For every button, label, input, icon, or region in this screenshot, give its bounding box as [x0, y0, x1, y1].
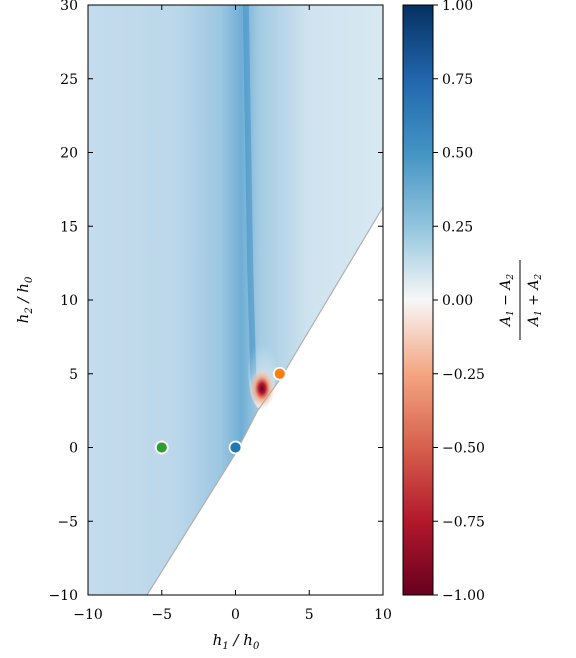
- svg-text:−10: −10: [73, 607, 103, 623]
- colorbar-label: A1 − A2 A1 + A2: [498, 260, 544, 340]
- y-axis-ticks: −10 −5 0 5 10 15 20 25 30: [48, 0, 383, 604]
- x-tick: 0: [231, 5, 240, 623]
- marker-point-2: [154, 440, 169, 455]
- colorbar-tick: 0.25: [433, 219, 473, 235]
- colorbar-tick: −1.00: [433, 588, 485, 604]
- y-tick: 20: [60, 146, 383, 162]
- svg-text:0.00: 0.00: [442, 293, 473, 309]
- y-axis-label: h2 / h0: [14, 276, 35, 323]
- svg-text:0: 0: [231, 607, 240, 623]
- svg-text:0: 0: [69, 441, 78, 457]
- svg-text:−0.25: −0.25: [442, 367, 485, 383]
- x-axis-ticks: −10 −5 0 5 10: [73, 5, 392, 623]
- y-tick: 0: [69, 441, 383, 457]
- svg-text:A1 − A2: A1 − A2: [498, 274, 516, 329]
- colorbar-tick: 1.00: [433, 0, 473, 14]
- marker-point-0: [228, 440, 243, 455]
- svg-text:−0.75: −0.75: [442, 514, 485, 530]
- colorbar-tick: 0.75: [433, 72, 473, 88]
- svg-text:0.25: 0.25: [442, 219, 473, 235]
- y-tick: −10: [48, 588, 383, 604]
- svg-text:15: 15: [60, 219, 78, 235]
- y-tick: 5: [69, 367, 383, 383]
- colorbar-tick: 0.00: [433, 293, 473, 309]
- svg-text:20: 20: [60, 146, 78, 162]
- x-tick: −10: [73, 5, 103, 623]
- x-tick: −5: [151, 5, 172, 623]
- svg-text:5: 5: [69, 367, 78, 383]
- y-tick: 30: [60, 0, 383, 14]
- svg-text:1.00: 1.00: [442, 0, 473, 14]
- y-tick: 15: [60, 219, 383, 235]
- svg-text:A1 + A2: A1 + A2: [526, 274, 544, 329]
- svg-text:−5: −5: [151, 607, 172, 623]
- valid-region-boundary: [146, 206, 383, 595]
- colorbar: 1.00 0.75 0.50 0.25 0.00 −0.25 −0.50 −0.75 −1.00…: [402, 0, 544, 604]
- svg-text:25: 25: [60, 72, 78, 88]
- plot-area: [87, 4, 384, 596]
- svg-text:−5: −5: [57, 514, 78, 530]
- x-tick: 5: [305, 5, 314, 623]
- svg-text:−1.00: −1.00: [442, 588, 485, 604]
- colorbar-tick: −0.25: [433, 367, 485, 383]
- colorbar-gradient: [402, 4, 434, 596]
- y-tick: −5: [57, 514, 383, 530]
- svg-text:5: 5: [305, 607, 314, 623]
- svg-text:−0.50: −0.50: [442, 441, 485, 457]
- svg-text:0.50: 0.50: [442, 146, 473, 162]
- colorbar-tick: −0.75: [433, 514, 485, 530]
- x-tick: 10: [374, 5, 392, 623]
- marker-point-1: [272, 366, 287, 381]
- svg-text:30: 30: [60, 0, 78, 14]
- colorbar-tick: −0.50: [433, 441, 485, 457]
- y-tick: 25: [60, 72, 383, 88]
- x-axis-label: h1 / h0: [213, 631, 260, 652]
- svg-text:10: 10: [60, 293, 78, 309]
- heatmap-negative-peak: [249, 368, 276, 409]
- svg-text:10: 10: [374, 607, 392, 623]
- svg-text:0.75: 0.75: [442, 72, 473, 88]
- svg-text:−10: −10: [48, 588, 78, 604]
- markers: [154, 366, 287, 455]
- y-tick: 10: [60, 293, 383, 309]
- colorbar-tick: 0.50: [433, 146, 473, 162]
- colorbar-ticks: 1.00 0.75 0.50 0.25 0.00 −0.25 −0.50 −0.75 −1.00: [433, 0, 485, 604]
